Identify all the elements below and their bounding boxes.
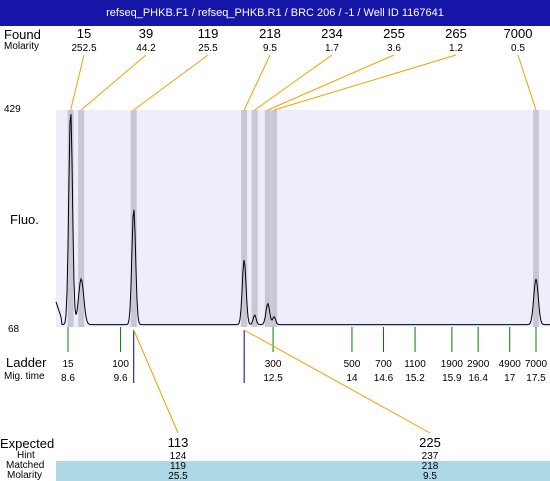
ladder-size-3: 500 [344,359,361,370]
expected-molarity-0: 25.5 [168,471,188,480]
trace-line [55,114,550,326]
found-molarity-4: 1.7 [325,43,339,54]
expected-molarity-1: 9.5 [423,471,437,480]
ladder-size-8: 4900 [499,359,522,370]
found-connector-6 [273,54,457,111]
ladder-size-5: 1100 [404,359,426,370]
found-connector-4 [254,54,333,111]
found-size-7: 7000 [504,26,533,41]
ladder-time-5: 15.2 [405,373,425,384]
expected-size-0: 113 [168,435,189,450]
found-connector-0 [70,54,85,111]
window-title: refseq_PHKB.F1 / refseq_PHKB.R1 / BRC 20… [0,0,550,26]
ladder-size-2: 300 [265,359,282,370]
molarity-label: Molarity [4,41,40,52]
ladder-time-4: 14.6 [374,373,394,384]
expected-matched-0: 119 [170,461,186,472]
peak-band-0 [67,110,74,327]
ladder-time-8: 17 [504,373,516,384]
found-connector-5 [267,54,395,111]
molarity-row [56,471,550,481]
molarity2-label: Molarity [7,470,43,481]
found-size-0: 15 [77,26,91,41]
peak-band-3 [241,110,248,327]
y-max-label: 429 [4,104,21,115]
found-molarity-2: 25.5 [198,43,218,54]
expected-size-1: 225 [419,435,441,450]
found-size-3: 218 [259,26,281,41]
found-molarity-1: 44.2 [136,43,156,54]
found-size-2: 119 [198,26,219,41]
found-molarity-5: 3.6 [387,43,401,54]
found-molarity-0: 252.5 [71,43,96,54]
ladder-label: Ladder [6,355,47,370]
matched-row [56,461,550,471]
expected-connector-0 [133,329,179,434]
expected-hint-1: 237 [422,451,439,462]
found-size-1: 39 [139,26,153,41]
found-molarity-3: 9.5 [263,43,277,54]
found-size-4: 234 [321,26,343,41]
expected-hint-0: 124 [170,451,187,462]
ladder-time-7: 16.4 [468,373,488,384]
found-connector-7 [517,54,537,111]
expected-connector-1 [243,329,431,434]
plot-area [56,110,550,327]
ladder-time-0: 8.6 [61,373,75,384]
found-size-5: 255 [383,26,405,41]
hint-label: Hint [17,450,35,461]
peak-band-5 [264,110,271,327]
ladder-size-4: 700 [375,359,392,370]
found-connector-3 [243,54,271,111]
peak-band-1 [78,110,85,327]
peak-band-2 [130,110,137,327]
found-size-6: 265 [445,26,467,41]
ladder-time-9: 17.5 [526,373,546,384]
ladder-time-3: 14 [346,373,358,384]
ladder-size-1: 100 [112,359,129,370]
ladder-size-9: 7000 [525,359,548,370]
ladder-time-2: 12.5 [263,373,283,384]
ladder-size-0: 15 [62,359,74,370]
ladder-time-6: 15.9 [442,373,462,384]
matched-label: Matched [6,460,45,471]
found-connector-2 [133,54,209,111]
expected-matched-1: 218 [422,461,439,472]
peak-band-6 [271,110,278,327]
y-min-label: 68 [8,324,20,335]
peak-band-4 [251,110,258,327]
ladder-size-7: 2900 [467,359,490,370]
ladder-time-1: 9.6 [114,373,128,384]
found-connector-1 [80,54,147,111]
found-molarity-7: 0.5 [511,43,525,54]
y-axis-label: Fluo. [10,212,39,227]
expected-label: Expected [0,436,55,451]
peak-band-7 [533,110,539,327]
found-label: Found [4,27,41,42]
ladder-size-6: 1900 [441,359,464,370]
found-molarity-6: 1.2 [449,43,463,54]
mig-time-label: Mig. time [4,371,45,382]
